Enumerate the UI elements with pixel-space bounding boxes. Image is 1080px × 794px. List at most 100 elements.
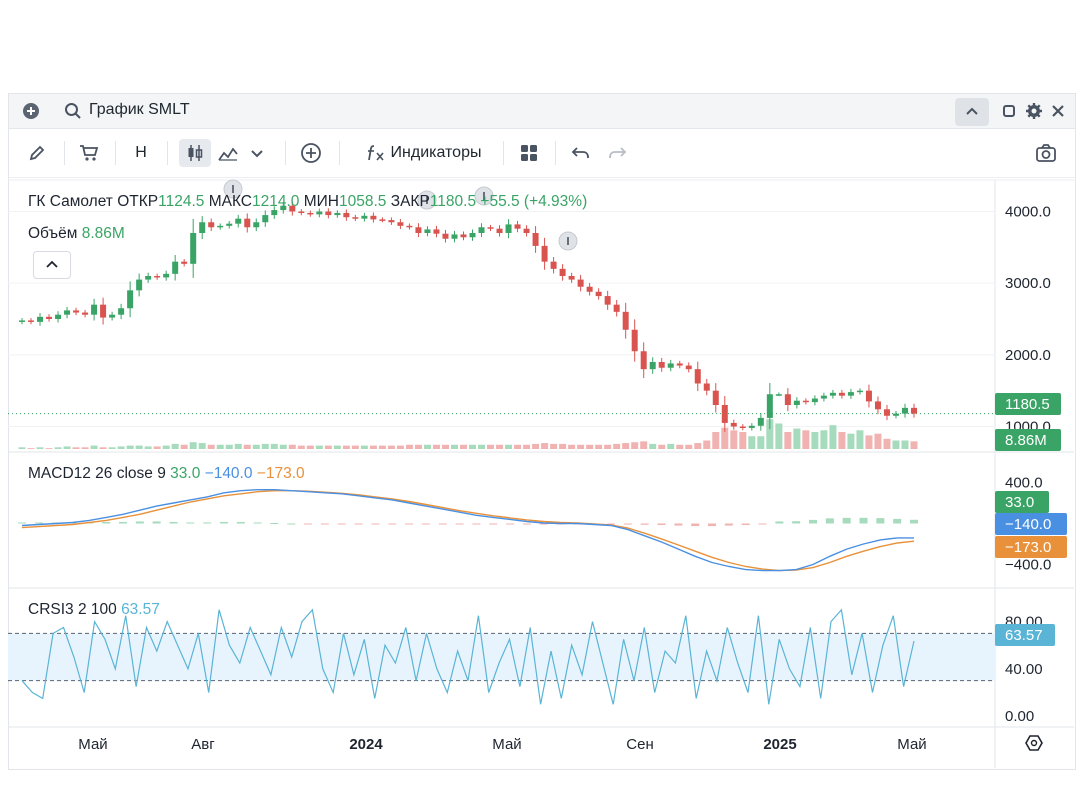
volume-bar: [820, 430, 828, 449]
candle-body: [541, 245, 548, 262]
volume-bar: [144, 446, 152, 449]
macd-histogram-bar: [506, 523, 515, 525]
candle-body: [712, 390, 719, 405]
macd-histogram-bar: [539, 523, 548, 525]
candle-body: [640, 351, 647, 370]
candle-body: [154, 276, 161, 278]
candles-button[interactable]: [179, 139, 211, 167]
macd-histogram-bar: [18, 522, 26, 524]
volume-bar: [279, 444, 287, 449]
volume-bar: [766, 419, 774, 449]
last-price-tag-bg: [995, 393, 1061, 415]
candle-body: [82, 312, 89, 315]
close-value: 1180.5: [429, 193, 477, 210]
chart-type-dropdown[interactable]: [245, 139, 269, 167]
candle-body: [568, 276, 575, 280]
crsi-line: [21, 608, 915, 705]
volume-bar: [550, 443, 558, 449]
volume-bar: [505, 444, 513, 449]
macd-histogram-bar: [219, 521, 228, 524]
window-titlebar: График SMLT: [9, 94, 1075, 129]
macd-histogram-bar: [792, 521, 801, 524]
area-chart-button[interactable]: [215, 139, 241, 167]
collapse-legend-button[interactable]: [33, 251, 71, 279]
candle-body: [334, 212, 341, 216]
undo-button[interactable]: [567, 139, 595, 167]
candle-body: [316, 211, 323, 215]
volume-bar: [63, 446, 71, 449]
screenshot-button[interactable]: [1031, 139, 1061, 167]
volume-bar: [414, 444, 422, 449]
draw-button[interactable]: [23, 139, 51, 167]
candle-body: [163, 273, 170, 278]
interval-button[interactable]: Н: [127, 139, 155, 167]
macd-histogram-bar: [102, 521, 111, 524]
candle-body: [559, 268, 566, 276]
candle-body: [127, 290, 134, 309]
macd-histogram-bar: [118, 521, 127, 524]
volume-bar: [234, 443, 242, 449]
time-axis-label: Авг: [191, 736, 215, 753]
collapse-button[interactable]: [955, 98, 989, 126]
candle-body: [478, 227, 485, 233]
volume-bar: [360, 445, 368, 449]
volume-bar: [252, 444, 260, 449]
candle-body: [847, 392, 854, 396]
redo-button[interactable]: [603, 139, 631, 167]
candle-body: [622, 311, 629, 330]
macd-histogram-bar: [135, 521, 144, 524]
macd-histogram-bar: [152, 521, 161, 524]
candle-body: [388, 220, 395, 223]
volume-bar: [622, 443, 630, 449]
volume-bar: [901, 440, 909, 449]
candle-body: [496, 228, 503, 233]
candle-body: [766, 394, 773, 418]
volume-bar: [18, 447, 26, 449]
add-indicator-button[interactable]: [297, 139, 325, 167]
macd-histogram-bar: [438, 523, 447, 525]
window-title[interactable]: График SMLT: [89, 101, 190, 118]
high-value: 1214.0: [252, 193, 300, 210]
low-label: МИН: [303, 193, 339, 210]
candle-body: [19, 320, 25, 322]
candle-body: [721, 405, 728, 423]
volume-bar: [45, 448, 53, 449]
volume-bar: [604, 444, 612, 449]
volume-bar: [658, 444, 666, 449]
macd-histogram-bar: [34, 522, 43, 524]
undo-icon: [571, 147, 589, 158]
chart-toolbar: Н Индикаторы: [9, 129, 1075, 178]
layout-button[interactable]: [515, 139, 543, 167]
volume-bar: [730, 430, 738, 449]
volume-bar: [396, 445, 404, 449]
macd-value-tag-bg: [995, 513, 1067, 535]
time-axis-label: Май: [78, 736, 107, 753]
square-icon[interactable]: [999, 101, 1019, 121]
candle-body: [361, 215, 368, 219]
gear-icon[interactable]: [1024, 101, 1044, 121]
close-icon[interactable]: [1048, 101, 1068, 121]
search-icon[interactable]: [63, 101, 83, 121]
volume-bar: [117, 446, 125, 449]
candle-body: [739, 426, 746, 428]
volume-bar: [784, 432, 792, 449]
candle-body: [631, 329, 638, 352]
volume-bar: [703, 440, 711, 449]
candle-body: [469, 233, 476, 238]
macd-histogram-bar: [371, 523, 380, 525]
macd-histogram-bar: [388, 523, 397, 525]
candle-body: [235, 218, 242, 224]
price-tick-label: 3000.0: [1005, 275, 1051, 292]
candle-body: [811, 398, 818, 403]
volume-bar: [469, 444, 477, 449]
candle-body: [145, 276, 152, 280]
volume-bar: [261, 443, 269, 449]
volume-bar: [108, 447, 116, 449]
indicators-button[interactable]: Индикаторы: [353, 139, 493, 167]
plus-circle-icon[interactable]: [21, 101, 41, 121]
macd-histogram-bar: [472, 523, 481, 525]
candle-body: [460, 234, 467, 238]
trade-button[interactable]: [75, 139, 103, 167]
camera-icon: [1036, 144, 1056, 162]
